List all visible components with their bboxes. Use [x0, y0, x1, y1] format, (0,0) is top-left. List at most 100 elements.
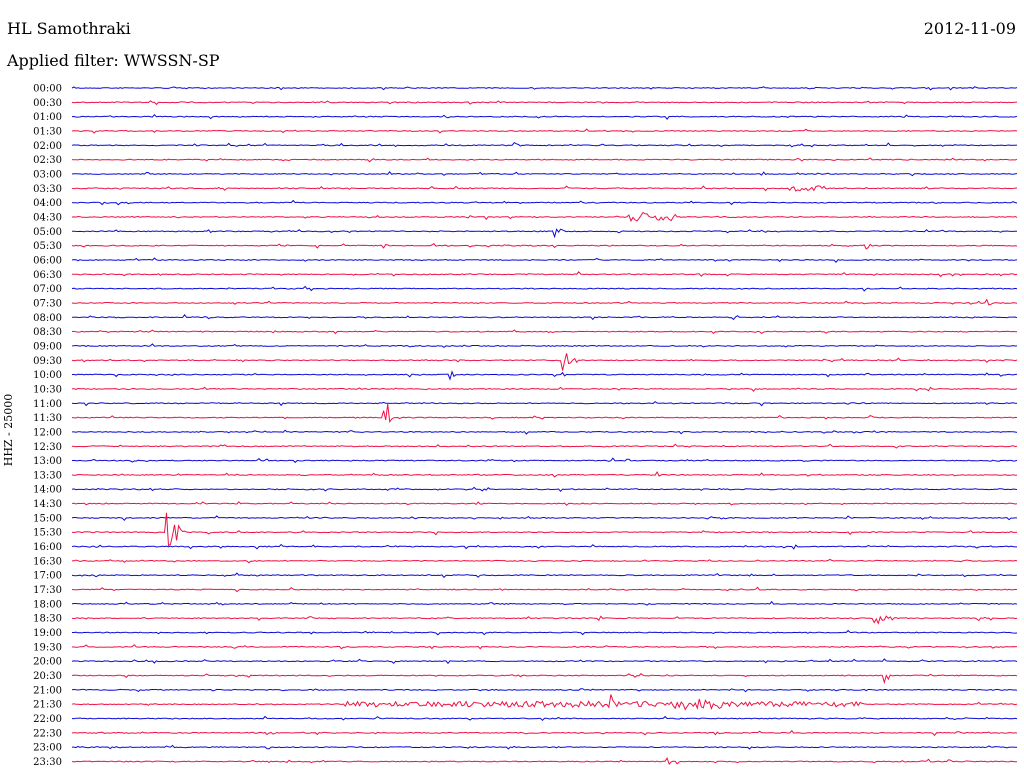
trace-1100 [71, 400, 1018, 407]
tick-label-0030: 00:30 [33, 98, 62, 109]
tick-label-1330: 13:30 [33, 470, 62, 481]
trace-2230 [71, 730, 1018, 737]
tick-label-0600: 06:00 [33, 255, 62, 266]
trace-0730 [71, 298, 1018, 306]
tick-label-2030: 20:30 [33, 671, 62, 682]
trace-1300 [71, 457, 1018, 464]
tick-label-0800: 08:00 [33, 313, 62, 324]
trace-2300 [71, 744, 1018, 750]
tick-label-0830: 08:30 [33, 327, 62, 338]
trace-2030 [71, 673, 1018, 685]
tick-label-1300: 13:00 [33, 456, 62, 467]
tick-label-0530: 05:30 [33, 241, 62, 252]
trace-0230 [71, 157, 1018, 163]
trace-1500 [71, 515, 1017, 522]
trace-1030 [71, 386, 1018, 392]
tick-label-0730: 07:30 [33, 298, 62, 309]
trace-0500 [71, 228, 1017, 239]
tick-label-2200: 22:00 [33, 714, 62, 725]
trace-0300 [71, 170, 1018, 177]
trace-0600 [71, 257, 1018, 263]
tick-label-1400: 14:00 [33, 485, 62, 496]
tick-label-0330: 03:30 [33, 184, 62, 195]
trace-0200 [71, 141, 1018, 148]
tick-label-2130: 21:30 [33, 700, 62, 711]
trace-1130 [71, 404, 1018, 423]
trace-1730 [71, 586, 1018, 593]
tick-label-0300: 03:00 [33, 169, 62, 180]
trace-2130 [71, 694, 1018, 711]
trace-1830 [71, 615, 1018, 625]
tick-label-1900: 19:00 [33, 628, 62, 639]
trace-1630 [71, 558, 1018, 564]
record-date: 2012-11-09 [923, 19, 1016, 38]
trace-1900 [71, 629, 1018, 636]
trace-0530 [71, 243, 1018, 250]
tick-label-1700: 17:00 [33, 571, 62, 582]
trace-0800 [71, 313, 1018, 321]
trace-0030 [71, 100, 1018, 106]
trace-1600 [71, 543, 1017, 550]
trace-1000 [71, 370, 1018, 381]
tick-label-1230: 12:30 [33, 442, 62, 453]
trace-1530 [71, 512, 1018, 547]
tick-label-0130: 01:30 [33, 126, 62, 137]
trace-2200 [71, 715, 1018, 721]
trace-0400 [71, 199, 1018, 206]
trace-1400 [71, 486, 1018, 493]
trace-1330 [71, 470, 1018, 478]
trace-0830 [71, 329, 1018, 335]
tick-label-0230: 02:30 [33, 155, 62, 166]
trace-2330 [71, 756, 1017, 766]
trace-0930 [71, 353, 1018, 371]
trace-1230 [71, 443, 1018, 449]
trace-0630 [71, 271, 1018, 278]
tick-label-0100: 01:00 [33, 112, 62, 123]
tick-label-2230: 22:30 [33, 728, 62, 739]
tick-label-1830: 18:30 [33, 614, 62, 625]
trace-1430 [71, 501, 1018, 506]
tick-label-1430: 14:30 [33, 499, 62, 510]
tick-label-1130: 11:30 [33, 413, 62, 424]
trace-0130 [71, 128, 1018, 134]
trace-1930 [71, 644, 1018, 650]
tick-label-2330: 23:30 [33, 757, 62, 768]
station-name: HL Samothraki [7, 19, 131, 38]
tick-label-0630: 06:30 [33, 270, 62, 281]
tick-label-1600: 16:00 [33, 542, 62, 553]
trace-2100 [71, 688, 1018, 693]
trace-0430 [71, 211, 1018, 223]
tick-label-1200: 12:00 [33, 427, 62, 438]
tick-label-0400: 04:00 [33, 198, 62, 209]
tick-label-1000: 10:00 [33, 370, 62, 381]
trace-1800 [71, 600, 1018, 606]
tick-label-1630: 16:30 [33, 556, 62, 567]
tick-label-0500: 05:00 [33, 227, 62, 238]
tick-label-1530: 15:30 [33, 528, 62, 539]
tick-label-2100: 21:00 [33, 685, 62, 696]
trace-0000 [71, 86, 1018, 91]
tick-label-1100: 11:00 [33, 399, 62, 410]
tick-label-1730: 17:30 [33, 585, 62, 596]
trace-0900 [71, 343, 1018, 349]
tick-label-2300: 23:00 [33, 743, 62, 754]
tick-label-0200: 02:00 [33, 141, 62, 152]
tick-label-0700: 07:00 [33, 284, 62, 295]
trace-0700 [71, 285, 1018, 292]
trace-1700 [71, 572, 1018, 579]
tick-label-0000: 00:00 [33, 84, 62, 95]
tick-label-0430: 04:30 [33, 212, 62, 223]
trace-0100 [71, 113, 1018, 121]
tick-label-1930: 19:30 [33, 642, 62, 653]
tick-label-1030: 10:30 [33, 384, 62, 395]
tick-label-2000: 20:00 [33, 657, 62, 668]
tick-label-0900: 09:00 [33, 341, 62, 352]
filter-label: Applied filter: WWSSN-SP [7, 51, 220, 70]
tick-label-0930: 09:30 [33, 356, 62, 367]
tick-label-1800: 18:00 [33, 599, 62, 610]
trace-2000 [71, 658, 1018, 665]
trace-0330 [71, 185, 1018, 192]
trace-1200 [71, 429, 1018, 435]
tick-label-1500: 15:00 [33, 513, 62, 524]
